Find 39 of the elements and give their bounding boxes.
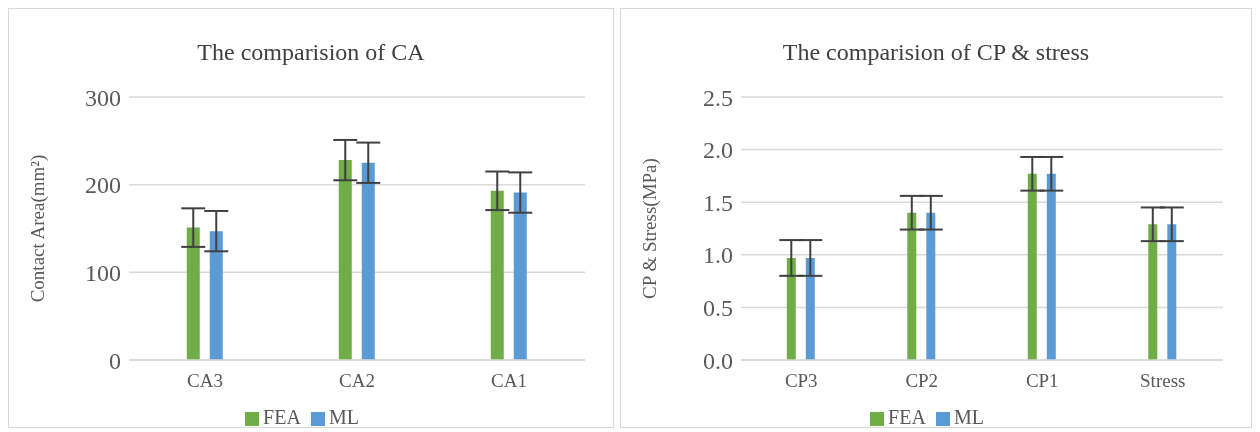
bar — [1046, 173, 1056, 360]
legend-label: FEA — [263, 406, 301, 428]
bar — [513, 192, 527, 360]
bar — [926, 212, 936, 360]
x-tick-label: CP1 — [1025, 370, 1059, 392]
bar — [186, 227, 200, 360]
bar — [907, 212, 917, 360]
bar — [338, 160, 352, 360]
x-tick-label: CA3 — [187, 370, 223, 392]
x-tick-label: CA1 — [491, 370, 527, 392]
y-tick-label: 200 — [85, 172, 121, 199]
x-tick-label: CP3 — [784, 370, 818, 392]
bar — [361, 162, 375, 360]
bar — [1167, 224, 1177, 360]
x-tick-label: CA2 — [339, 370, 375, 392]
legend-label: ML — [953, 406, 984, 428]
y-axis-title: Contact Area(mm²) — [26, 154, 49, 303]
y-tick-label: 300 — [85, 84, 121, 111]
legend-label: FEA — [888, 406, 926, 428]
bar — [805, 257, 815, 360]
bar — [1027, 173, 1037, 360]
y-tick-label: 0.0 — [703, 347, 733, 374]
y-tick-label: 100 — [85, 259, 121, 286]
bar — [1148, 224, 1158, 360]
bar — [786, 257, 796, 360]
y-tick-label: 1.0 — [703, 242, 733, 269]
bar — [209, 231, 223, 360]
y-tick-label: 1.5 — [703, 189, 733, 216]
y-tick-label: 2.0 — [703, 137, 733, 164]
y-tick-label: 2.5 — [703, 84, 733, 111]
legend-label: ML — [328, 406, 359, 428]
chart-title: The comparision of CA — [196, 39, 426, 67]
y-axis-title: CP & Stress(MPa) — [638, 158, 661, 299]
y-tick-label: 0.5 — [703, 294, 733, 321]
x-tick-label: CP2 — [905, 370, 939, 392]
bar — [490, 190, 504, 360]
chart-title: The comparision of CP & stress — [781, 39, 1091, 67]
x-tick-label: Stress — [1140, 370, 1186, 392]
y-tick-label: 0 — [109, 347, 121, 374]
